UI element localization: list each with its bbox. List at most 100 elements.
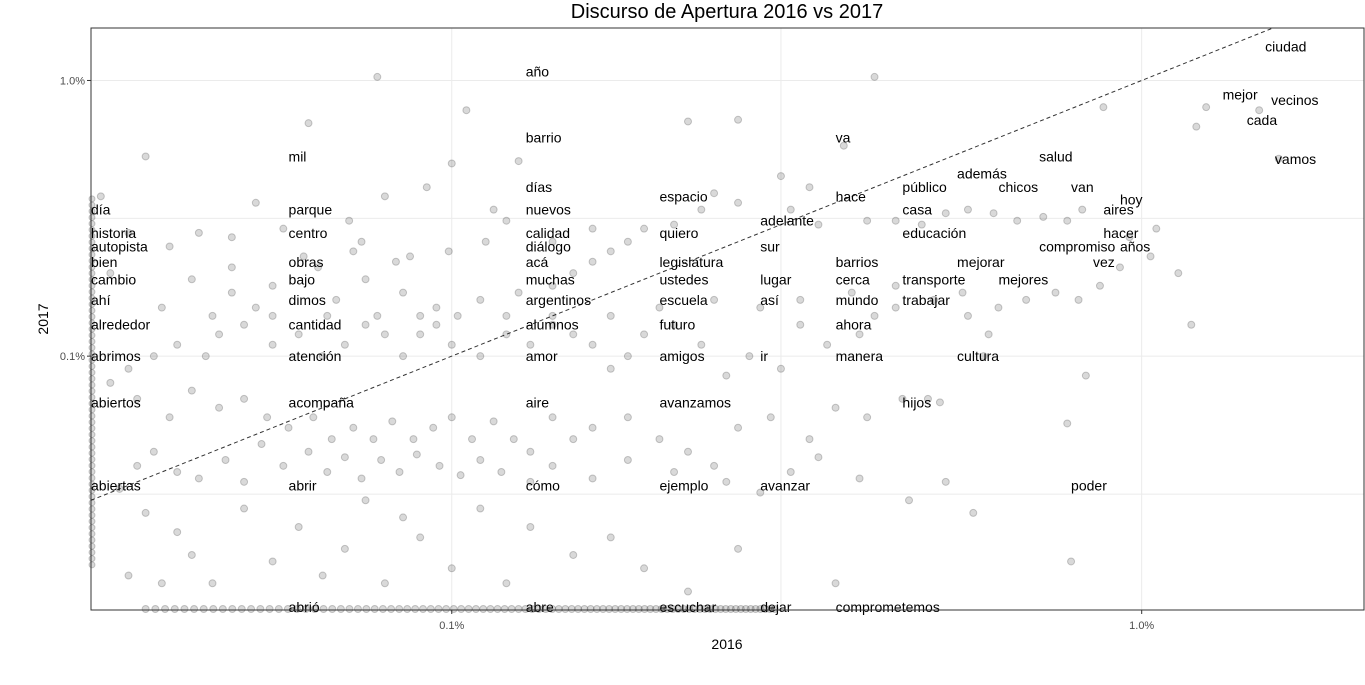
data-point (761, 605, 770, 613)
data-point (422, 183, 431, 192)
data-point (963, 205, 972, 214)
data-point (611, 605, 620, 613)
data-point (963, 311, 972, 320)
word-label: ciudad (1265, 38, 1306, 54)
word-label: van (1071, 179, 1094, 195)
data-point (796, 295, 805, 304)
word-label: público (902, 179, 947, 195)
data-point (268, 281, 277, 290)
data-point (979, 352, 988, 361)
data-point (378, 605, 387, 613)
data-point (227, 233, 236, 242)
data-point (165, 413, 174, 422)
data-point (617, 605, 626, 613)
data-point (526, 477, 535, 486)
data-point (734, 544, 743, 553)
data-point (471, 605, 480, 613)
word-label: mejores (998, 271, 1048, 287)
data-point (1099, 103, 1108, 112)
data-point (734, 115, 743, 124)
data-point (706, 605, 715, 613)
plot-panel (90, 27, 1365, 611)
data-point (240, 320, 249, 329)
data-point (88, 307, 96, 315)
data-point (548, 461, 557, 470)
data-point (349, 423, 358, 432)
word-label: salud (1039, 148, 1072, 164)
data-point (548, 311, 557, 320)
word-label: diálogo (526, 238, 571, 254)
y-tick-label: 1.0% (60, 75, 85, 87)
data-point (514, 288, 523, 297)
data-point (257, 440, 266, 449)
data-point (301, 605, 310, 613)
word-label: alrededor (91, 317, 150, 333)
word-label: abrimos (91, 348, 141, 364)
data-point (1063, 216, 1072, 225)
data-point (380, 192, 389, 201)
word-label: muchas (526, 271, 575, 287)
word-label: ustedes (659, 271, 708, 287)
data-point (88, 449, 96, 457)
word-label: sur (760, 238, 780, 254)
data-point (304, 119, 313, 128)
word-label: vecinos (1271, 92, 1318, 108)
data-point (370, 605, 379, 613)
data-point (274, 605, 283, 613)
data-point (507, 605, 516, 613)
data-point (88, 561, 96, 569)
data-point (588, 423, 597, 432)
data-point (349, 247, 358, 256)
data-point (218, 605, 227, 613)
data-point (240, 477, 249, 486)
data-point (606, 311, 615, 320)
data-point (409, 435, 418, 444)
data-point (674, 605, 683, 613)
data-point (115, 484, 124, 493)
data-point (157, 303, 166, 312)
data-point (194, 474, 203, 483)
data-point (651, 605, 660, 613)
data-point (1022, 295, 1031, 304)
data-point (1081, 371, 1090, 380)
word-label: cultura (957, 348, 999, 364)
chart-title: Discurso de Apertura 2016 vs 2017 (571, 1, 883, 23)
data-point (569, 269, 578, 278)
word-label: comprometemos (836, 599, 940, 615)
data-point (941, 477, 950, 486)
data-point (215, 403, 224, 412)
data-point (734, 198, 743, 207)
data-point (731, 605, 740, 613)
data-point (279, 461, 288, 470)
word-label: barrio (526, 130, 562, 146)
data-point (770, 605, 779, 613)
data-point (541, 605, 550, 613)
data-point (161, 605, 170, 613)
data-point (514, 157, 523, 166)
data-point (756, 303, 765, 312)
data-point (228, 605, 237, 613)
data-point (336, 605, 345, 613)
word-label: trabajar (902, 292, 950, 308)
word-label: centro (289, 225, 328, 241)
data-point (395, 467, 404, 476)
word-label: historia (91, 225, 136, 241)
data-point (265, 605, 274, 613)
word-label: amigos (659, 348, 704, 364)
data-point (486, 605, 495, 613)
data-point (88, 375, 96, 383)
data-point (209, 605, 218, 613)
word-label: abrir (289, 477, 317, 493)
data-point (361, 275, 370, 284)
data-point (476, 295, 485, 304)
data-point (406, 252, 415, 261)
data-point (628, 605, 637, 613)
data-point (88, 443, 96, 451)
data-point (1067, 557, 1076, 566)
data-point (606, 247, 615, 256)
data-point (227, 288, 236, 297)
data-point (989, 209, 998, 218)
data-point (695, 605, 704, 613)
data-point (456, 471, 465, 480)
